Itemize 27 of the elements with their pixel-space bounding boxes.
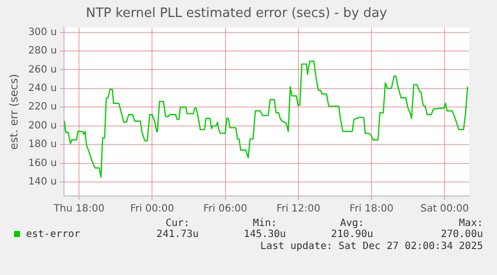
y-tick-label: 220 u bbox=[28, 102, 57, 113]
text: Avg: bbox=[339, 218, 366, 229]
x-tick-label: Sat 00:00 bbox=[420, 204, 469, 215]
x-tick-label: Fri 00:00 bbox=[130, 204, 174, 215]
chart-title: NTP kernel PLL estimated error (secs) - by day bbox=[86, 6, 388, 22]
x-tick-label: Fri 12:00 bbox=[276, 204, 320, 215]
y-tick-label: 180 u bbox=[28, 139, 57, 150]
y-tick-label: 300 u bbox=[28, 26, 57, 38]
y-tick-label: 160 u bbox=[28, 158, 57, 169]
text: 210.90u bbox=[330, 229, 374, 240]
text: Cur: bbox=[164, 218, 191, 229]
y-tick-label: 140 u bbox=[28, 176, 57, 188]
text: 145.30u bbox=[242, 229, 287, 240]
x-tick-label: Fri 06:00 bbox=[203, 204, 248, 215]
y-tick-label: 260 u bbox=[28, 64, 57, 76]
legend-label: est-error bbox=[26, 228, 80, 240]
text: Max: bbox=[458, 218, 483, 229]
x-tick-label: Thu 18:00 bbox=[52, 204, 104, 215]
text: 241.73u bbox=[156, 229, 200, 240]
y-axis-title: est. err (secs) bbox=[7, 74, 20, 150]
x-tick-label: Fri 18:00 bbox=[350, 204, 394, 215]
text: Last update: Sat Dec 27 02:00:34 2025 bbox=[259, 241, 484, 252]
y-tick-label: 280 u bbox=[28, 46, 57, 57]
y-tick-label: 240 u bbox=[28, 83, 57, 94]
y-tick-label: 200 u bbox=[28, 120, 57, 132]
text: 270.00u bbox=[440, 229, 483, 240]
text: Min: bbox=[252, 218, 278, 229]
